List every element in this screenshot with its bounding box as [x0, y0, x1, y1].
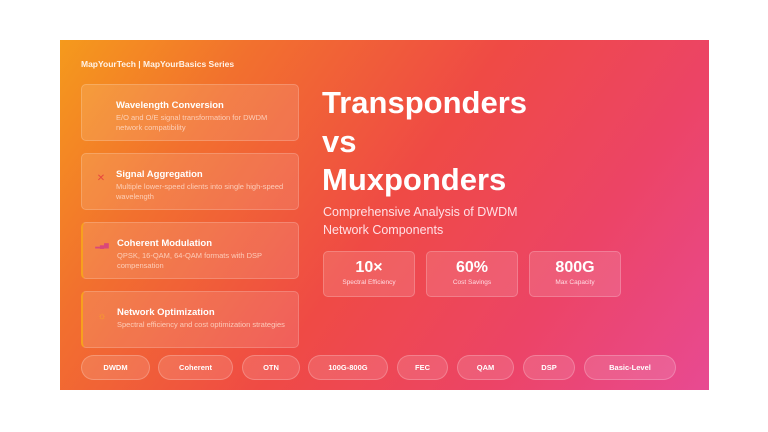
card-title: Signal Aggregation [116, 169, 203, 180]
title-line: Muxponders [322, 162, 507, 197]
subtitle: Comprehensive Analysis of DWDM Network C… [323, 205, 518, 237]
stat-label: Spectral Efficiency [342, 279, 396, 286]
tag-100g-800g[interactable]: 100G-800G [308, 355, 388, 380]
card-title: Wavelength Conversion [116, 100, 224, 111]
card-title: Network Optimization [117, 307, 215, 318]
cross-icon: ✕ [96, 173, 106, 184]
tag-coherent[interactable]: Coherent [158, 355, 233, 380]
tag-qam[interactable]: QAM [457, 355, 514, 380]
signal-bars-icon: ▂▄▆ [95, 243, 109, 249]
stat-value: 60% [455, 259, 489, 276]
slide: MapYourTech | MapYourBasics Series Wavel… [60, 40, 709, 390]
stat-label: Cost Savings [452, 279, 492, 286]
card-title: Coherent Modulation [117, 238, 212, 249]
tag-fec[interactable]: FEC [397, 355, 448, 380]
tag-otn[interactable]: OTN [242, 355, 300, 380]
brand-label: MapYourTech | MapYourBasics Series [81, 59, 235, 69]
stat-value: 10× [355, 259, 383, 276]
stat-label: Max Capacity [555, 279, 595, 286]
stat-spectral-efficiency: 10× Spectral Efficiency [323, 251, 415, 297]
feature-card-signal-aggregation: ✕ Signal Aggregation Multiple lower-spee… [81, 153, 299, 210]
card-desc: Multiple lower-speed clients into single… [116, 182, 284, 201]
gear-icon: ☼ [97, 311, 107, 322]
tag-dwdm[interactable]: DWDM [81, 355, 150, 380]
title-line: Transponders [322, 85, 527, 120]
stat-max-capacity: 800G Max Capacity [529, 251, 621, 297]
stat-value: 800G [555, 259, 595, 276]
card-desc: QPSK, 16-QAM, 64-QAM formats with DSP co… [117, 251, 262, 270]
feature-card-network-optimization: ☼ Network Optimization Spectral efficien… [81, 291, 299, 348]
page-title: Transponders vs Muxponders [322, 84, 527, 200]
feature-card-wavelength-conversion: Wavelength Conversion E/O and O/E signal… [81, 84, 299, 141]
stat-cost-savings: 60% Cost Savings [426, 251, 518, 297]
tag-dsp[interactable]: DSP [523, 355, 575, 380]
card-desc: Spectral efficiency and cost optimizatio… [117, 320, 285, 329]
title-line: vs [322, 123, 357, 159]
tag-basic-level[interactable]: Basic-Level [584, 355, 676, 380]
feature-card-coherent-modulation: ▂▄▆ Coherent Modulation QPSK, 16-QAM, 64… [81, 222, 299, 279]
card-desc: E/O and O/E signal transformation for DW… [116, 113, 268, 132]
